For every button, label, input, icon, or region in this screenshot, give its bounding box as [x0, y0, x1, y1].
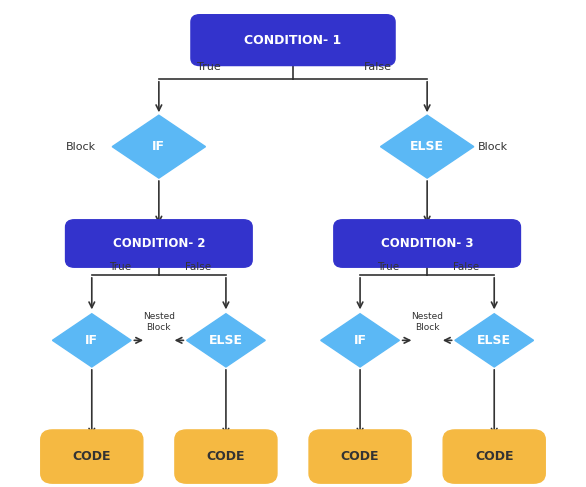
- Text: True: True: [109, 262, 131, 272]
- Text: CONDITION- 3: CONDITION- 3: [381, 237, 473, 250]
- FancyBboxPatch shape: [334, 220, 520, 267]
- FancyBboxPatch shape: [175, 430, 277, 483]
- Text: True: True: [196, 61, 220, 72]
- Text: CODE: CODE: [73, 450, 111, 463]
- Polygon shape: [455, 314, 534, 367]
- FancyBboxPatch shape: [443, 430, 545, 483]
- Text: IF: IF: [86, 334, 98, 347]
- Text: CODE: CODE: [207, 450, 245, 463]
- Polygon shape: [186, 314, 265, 367]
- FancyBboxPatch shape: [66, 220, 252, 267]
- Polygon shape: [380, 115, 474, 178]
- Text: Nested
Block: Nested Block: [143, 312, 175, 332]
- Text: False: False: [453, 262, 479, 272]
- Text: False: False: [363, 61, 391, 72]
- FancyBboxPatch shape: [191, 15, 395, 66]
- Text: False: False: [185, 262, 211, 272]
- Text: CONDITION- 2: CONDITION- 2: [113, 237, 205, 250]
- Text: Block: Block: [66, 142, 97, 151]
- Text: ELSE: ELSE: [209, 334, 243, 347]
- Polygon shape: [112, 115, 206, 178]
- FancyBboxPatch shape: [309, 430, 411, 483]
- Text: Block: Block: [478, 142, 508, 151]
- Text: ELSE: ELSE: [477, 334, 511, 347]
- Text: ELSE: ELSE: [410, 140, 444, 153]
- Text: IF: IF: [353, 334, 367, 347]
- Text: CODE: CODE: [341, 450, 379, 463]
- Polygon shape: [52, 314, 131, 367]
- Polygon shape: [321, 314, 400, 367]
- Text: CONDITION- 1: CONDITION- 1: [244, 34, 342, 47]
- Text: IF: IF: [152, 140, 165, 153]
- Text: True: True: [377, 262, 399, 272]
- FancyBboxPatch shape: [41, 430, 143, 483]
- Text: CODE: CODE: [475, 450, 513, 463]
- Text: Nested
Block: Nested Block: [411, 312, 443, 332]
